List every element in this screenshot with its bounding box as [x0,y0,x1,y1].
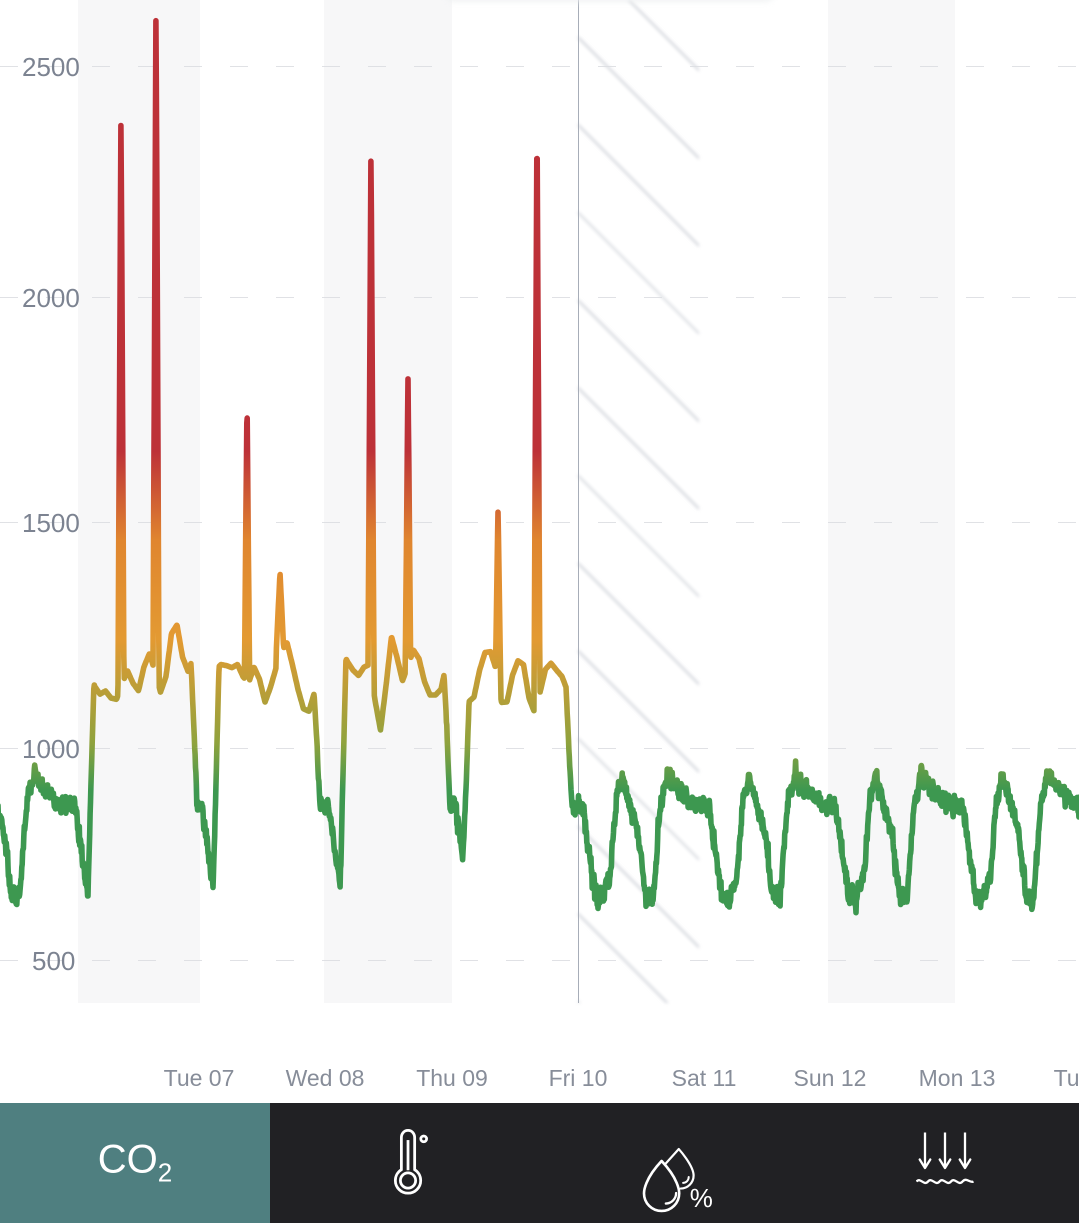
svg-text:%: % [690,1183,713,1213]
